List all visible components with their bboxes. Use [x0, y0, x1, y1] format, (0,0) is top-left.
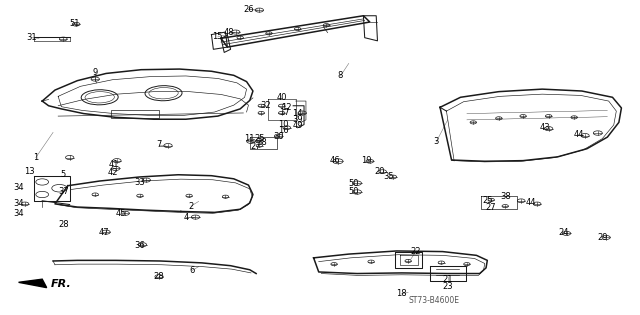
Text: 24: 24 — [559, 228, 569, 237]
Text: 36: 36 — [134, 241, 145, 250]
Text: FR.: FR. — [51, 279, 71, 289]
Text: 17: 17 — [280, 107, 290, 117]
Text: 13: 13 — [24, 167, 35, 176]
Text: 3: 3 — [433, 137, 439, 146]
Text: 27: 27 — [251, 142, 262, 151]
Text: 20: 20 — [375, 167, 385, 176]
Text: 38: 38 — [500, 192, 511, 201]
Text: 30: 30 — [273, 132, 284, 141]
Text: 14: 14 — [292, 109, 303, 118]
Text: 2: 2 — [188, 202, 194, 211]
Text: 48: 48 — [224, 27, 235, 37]
Text: 21: 21 — [442, 275, 453, 284]
Text: 46: 46 — [330, 156, 340, 165]
Polygon shape — [19, 279, 47, 288]
Text: 25: 25 — [482, 196, 493, 205]
Text: 12: 12 — [282, 103, 292, 112]
Text: 44: 44 — [525, 198, 536, 208]
Text: 45: 45 — [115, 209, 126, 218]
Text: 11: 11 — [244, 134, 255, 143]
Text: 29: 29 — [597, 233, 607, 242]
Text: 19: 19 — [361, 156, 371, 165]
Text: 10: 10 — [278, 120, 288, 129]
Bar — [111, 110, 159, 118]
Text: 43: 43 — [540, 123, 550, 132]
Text: 31: 31 — [26, 33, 36, 42]
Text: 37: 37 — [58, 187, 68, 196]
Text: 25: 25 — [255, 134, 265, 143]
Text: 5: 5 — [61, 170, 66, 179]
Text: 15: 15 — [212, 32, 223, 41]
Text: 42: 42 — [108, 168, 118, 177]
Text: 35: 35 — [383, 172, 394, 181]
Text: 22: 22 — [410, 247, 421, 256]
Text: 50: 50 — [348, 187, 358, 197]
Text: 41: 41 — [109, 160, 120, 169]
Text: 28: 28 — [58, 220, 68, 229]
Text: 32: 32 — [260, 101, 271, 110]
Text: 47: 47 — [99, 228, 109, 237]
Text: 8: 8 — [338, 72, 343, 80]
Text: 40: 40 — [276, 94, 287, 102]
Text: 51: 51 — [69, 19, 79, 28]
Text: 34: 34 — [13, 199, 24, 209]
Text: 7: 7 — [156, 140, 162, 149]
Text: 39: 39 — [292, 115, 303, 124]
Text: 16: 16 — [278, 126, 288, 135]
Text: 34: 34 — [13, 183, 24, 192]
Text: 27: 27 — [486, 203, 497, 212]
Text: 28: 28 — [154, 272, 164, 281]
Text: 4: 4 — [183, 213, 189, 221]
Text: 1: 1 — [33, 153, 38, 162]
Text: 33: 33 — [134, 178, 145, 187]
Text: 38: 38 — [256, 138, 267, 147]
Text: 26: 26 — [243, 5, 254, 14]
Text: 23: 23 — [442, 282, 453, 290]
Text: 44: 44 — [573, 130, 584, 140]
Text: 49: 49 — [292, 121, 303, 130]
Text: 9: 9 — [93, 68, 98, 77]
Text: 18: 18 — [396, 289, 407, 298]
Text: 6: 6 — [189, 266, 195, 275]
Text: 34: 34 — [13, 209, 24, 218]
Text: 50: 50 — [348, 179, 358, 188]
Text: ST73-B4600E: ST73-B4600E — [408, 296, 459, 305]
